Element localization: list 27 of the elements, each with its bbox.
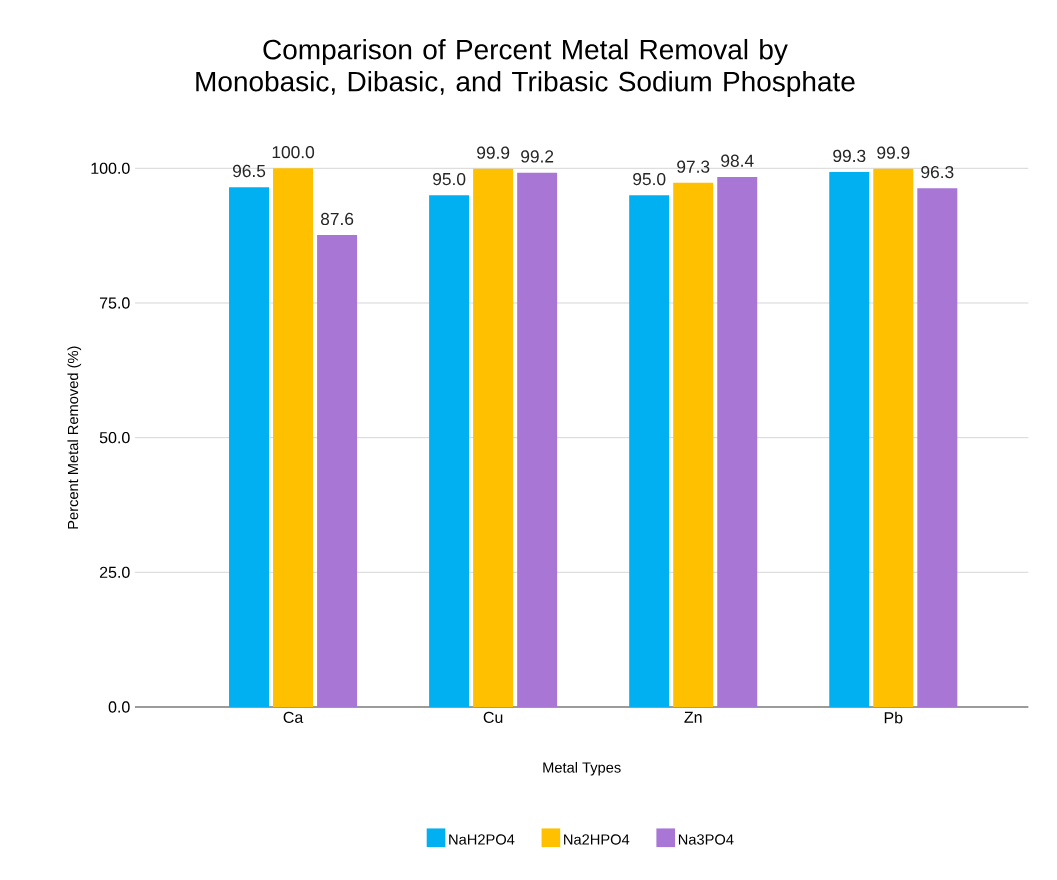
data-label: 87.6 (320, 212, 354, 226)
legend-label: Na2HPO4 (564, 834, 630, 845)
data-label: 96.5 (232, 164, 266, 178)
chart-title: Comparison of Percent Metal Removal by Monobasic, Dibasic, and Tribasic Sodium Phosphate (196, 38, 855, 98)
x-axis-title: Metal Types (543, 761, 621, 776)
data-label: 98.4 (721, 154, 754, 167)
data-label: 95.0 (633, 172, 666, 186)
y-tick-label: 25.0 (99, 566, 130, 578)
y-tick-label: 0.0 (108, 701, 130, 713)
data-label: 97.3 (677, 160, 710, 173)
data-label: 99.2 (521, 150, 554, 163)
legend-label: NaH2PO4 (449, 834, 515, 845)
y-tick-label: 50.0 (99, 431, 130, 444)
y-axis-title: Percent Metal Removed (%) (67, 346, 82, 529)
y-tick-label: 100.0 (91, 162, 130, 174)
x-tick-label: Pb (884, 711, 903, 724)
data-label: 95.0 (433, 172, 466, 186)
legend-label: Na3PO4 (678, 834, 734, 845)
x-tick-label: Ca (283, 711, 304, 724)
x-tick-label: Cu (483, 711, 503, 724)
data-label: 99.9 (477, 146, 510, 159)
data-label: 99.3 (833, 149, 866, 163)
x-tick-label: Zn (684, 711, 702, 723)
data-label: 96.3 (921, 165, 954, 179)
y-tick-label: 75.0 (99, 297, 130, 309)
data-label: 99.9 (877, 146, 910, 159)
data-label: 100.0 (272, 146, 315, 159)
